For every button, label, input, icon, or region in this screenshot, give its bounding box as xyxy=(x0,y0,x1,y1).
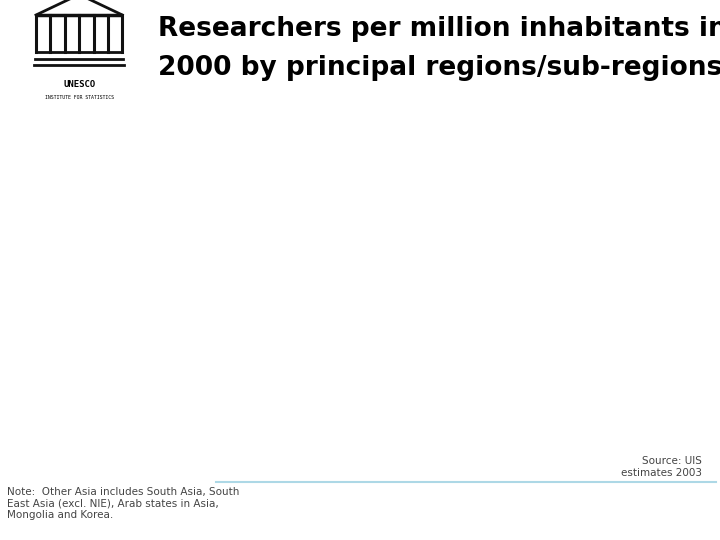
Text: Researchers per million inhabitants in: Researchers per million inhabitants in xyxy=(158,16,720,42)
Text: Source: UIS
estimates 2003: Source: UIS estimates 2003 xyxy=(621,456,702,478)
Text: INSTITUTE FOR STATISTICS: INSTITUTE FOR STATISTICS xyxy=(45,94,114,99)
Text: Note:  Other Asia includes South Asia, South
East Asia (excl. NIE), Arab states : Note: Other Asia includes South Asia, So… xyxy=(7,487,240,520)
Text: UNESCO: UNESCO xyxy=(63,80,95,89)
Text: 2000 by principal regions/sub-regions: 2000 by principal regions/sub-regions xyxy=(158,56,720,82)
